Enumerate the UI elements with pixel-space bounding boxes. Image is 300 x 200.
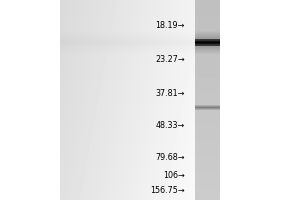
Text: 48.33→: 48.33→ xyxy=(155,121,184,130)
Text: 106→: 106→ xyxy=(163,171,184,180)
Text: 23.27→: 23.27→ xyxy=(155,54,184,64)
Text: 18.19→: 18.19→ xyxy=(155,21,184,30)
Text: 156.75→: 156.75→ xyxy=(150,186,184,195)
Text: 79.68→: 79.68→ xyxy=(155,154,184,162)
Text: 37.81→: 37.81→ xyxy=(155,88,184,98)
